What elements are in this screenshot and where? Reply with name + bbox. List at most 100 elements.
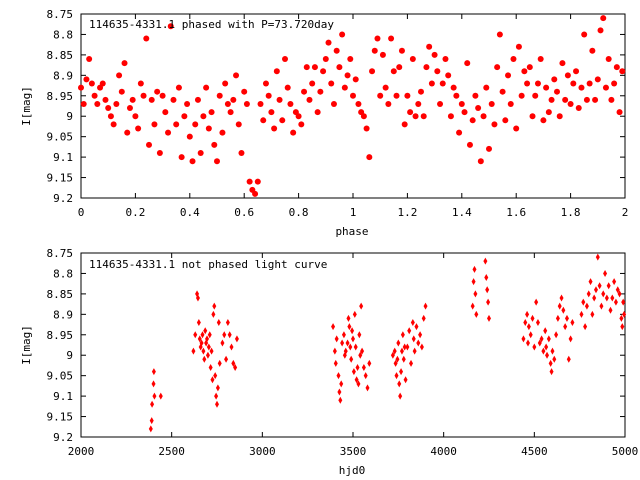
- data-point: [599, 302, 604, 310]
- data-point: [231, 359, 236, 367]
- data-point: [616, 109, 623, 116]
- data-point: [295, 113, 302, 120]
- data-point: [472, 92, 479, 99]
- data-point: [346, 314, 351, 322]
- data-point: [392, 347, 397, 355]
- data-point: [341, 84, 348, 91]
- data-point: [129, 96, 136, 103]
- data-point: [409, 359, 414, 367]
- data-point: [471, 278, 476, 286]
- data-point: [199, 339, 204, 347]
- data-point: [230, 96, 237, 103]
- x-tick-label: 1.8: [561, 206, 581, 219]
- data-point: [583, 323, 588, 331]
- data-point: [588, 278, 593, 286]
- data-point: [78, 84, 84, 91]
- data-point: [205, 351, 210, 359]
- data-point: [151, 380, 156, 388]
- y-tick-label: 9.1: [53, 151, 73, 164]
- data-point: [551, 76, 558, 83]
- y-tick-label: 9.15: [47, 411, 74, 424]
- data-point: [233, 72, 240, 79]
- y-tick-label: 9.05: [47, 370, 74, 383]
- data-point: [483, 257, 488, 265]
- data-point: [491, 121, 498, 128]
- data-point: [445, 72, 452, 79]
- data-point: [528, 331, 533, 339]
- data-point: [414, 323, 419, 331]
- data-point: [350, 92, 356, 99]
- data-point: [360, 347, 365, 355]
- data-point: [409, 55, 416, 62]
- data-point: [197, 150, 204, 157]
- data-point: [363, 372, 368, 380]
- data-point: [483, 84, 490, 91]
- y-axis-label: I[mag]: [20, 325, 33, 365]
- data-point: [331, 323, 336, 331]
- data-point: [581, 31, 588, 38]
- data-point: [143, 35, 150, 42]
- data-point: [550, 347, 555, 355]
- x-tick-label: 1.2: [397, 206, 417, 219]
- data-point: [339, 31, 346, 38]
- data-point: [213, 372, 218, 380]
- data-point: [472, 265, 477, 273]
- data-point: [419, 343, 424, 351]
- data-point: [186, 133, 193, 140]
- y-tick-label: 9.2: [53, 192, 73, 205]
- data-point: [556, 113, 563, 120]
- data-point: [340, 339, 345, 347]
- data-point: [298, 121, 305, 128]
- data-point: [369, 68, 376, 75]
- data-point: [359, 302, 364, 310]
- data-point: [352, 76, 359, 83]
- data-point: [586, 80, 593, 87]
- data-point: [311, 64, 318, 71]
- data-point: [126, 105, 133, 112]
- data-point: [488, 100, 495, 107]
- y-tick-label: 8.75: [47, 247, 74, 260]
- data-point: [407, 109, 414, 116]
- data-point: [537, 55, 544, 62]
- data-point: [431, 51, 438, 58]
- data-point: [450, 84, 457, 91]
- data-point: [341, 331, 346, 339]
- data-point: [149, 417, 154, 425]
- data-point: [605, 55, 612, 62]
- data-point: [608, 306, 613, 314]
- data-point: [535, 319, 540, 327]
- data-point: [545, 351, 550, 359]
- x-axis-label: phase: [335, 225, 368, 238]
- data-point: [403, 376, 408, 384]
- data-point: [401, 355, 406, 363]
- data-point: [608, 96, 615, 103]
- x-tick-label: 4000: [430, 445, 457, 458]
- data-point: [416, 339, 421, 347]
- data-point: [227, 331, 232, 339]
- data-point: [358, 351, 363, 359]
- data-point: [496, 31, 503, 38]
- data-point: [366, 154, 373, 161]
- data-point: [94, 100, 101, 107]
- data-point: [184, 100, 191, 107]
- data-point: [355, 363, 360, 371]
- data-point: [554, 88, 560, 95]
- data-point: [91, 92, 98, 99]
- data-point: [552, 355, 557, 363]
- data-point: [86, 55, 93, 62]
- data-point: [412, 347, 417, 355]
- data-point: [602, 84, 609, 91]
- data-point: [207, 331, 212, 339]
- data-point: [220, 339, 225, 347]
- data-point: [152, 392, 157, 400]
- data-point: [276, 96, 283, 103]
- data-point: [525, 339, 530, 347]
- data-point: [426, 43, 433, 50]
- data-point: [175, 84, 182, 91]
- data-point: [410, 319, 415, 327]
- data-point: [173, 121, 180, 128]
- data-point: [499, 88, 506, 95]
- data-point: [620, 323, 625, 331]
- data-point: [353, 343, 358, 351]
